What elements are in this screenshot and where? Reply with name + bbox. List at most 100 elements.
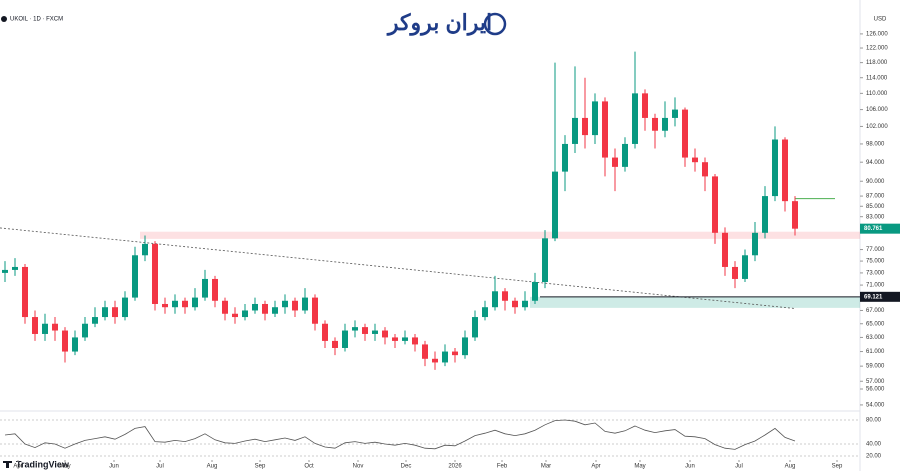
candle-body <box>432 358 438 363</box>
candle-body <box>702 162 708 177</box>
x-tick-label: Sep <box>832 464 843 470</box>
currency: USD <box>874 17 887 23</box>
y-tick-label: 57.000 <box>866 379 885 385</box>
x-tick-label: Nov <box>353 464 364 470</box>
candle-body <box>552 171 558 239</box>
candle-body <box>732 266 738 279</box>
candle-body <box>242 310 248 318</box>
x-tick-label: Feb <box>497 464 508 470</box>
candle-body <box>502 291 508 301</box>
y-tick-label: 59.000 <box>866 364 885 370</box>
candle-body <box>112 307 118 318</box>
candle-body <box>162 303 168 308</box>
y-tick-label: 73.000 <box>866 270 885 276</box>
candle-body <box>642 93 648 118</box>
y-tick-label: 71.000 <box>866 283 885 289</box>
candle-body <box>302 297 308 311</box>
candle-body <box>402 337 408 341</box>
rsi-tick-label: 80.00 <box>866 418 882 424</box>
candle-body <box>92 317 98 324</box>
candle-body <box>462 337 468 356</box>
candle-body <box>582 117 588 136</box>
y-tick-label: 114.000 <box>866 75 888 81</box>
y-tick-label: 90.000 <box>866 179 885 185</box>
candle-body <box>792 201 798 229</box>
rsi-tick-label: 40.00 <box>866 442 882 448</box>
y-tick-label: 87.000 <box>866 194 885 200</box>
candle-body <box>492 291 498 308</box>
candle-body <box>722 232 728 267</box>
candle-body <box>32 317 38 334</box>
candle-body <box>202 278 208 298</box>
candle-body <box>592 101 598 136</box>
symbol: UKOIL · 1D · FXCM <box>10 17 63 23</box>
x-tick-label: Mar <box>541 464 551 470</box>
candle-body <box>452 351 458 356</box>
y-tick-label: 102.000 <box>866 124 888 130</box>
y-tick-label: 83.000 <box>866 214 885 220</box>
price-label-box <box>860 291 900 302</box>
candle-body <box>662 117 668 131</box>
candle-body <box>762 196 768 233</box>
candle-body <box>652 117 658 131</box>
zone <box>530 296 860 308</box>
y-tick-label: 98.000 <box>866 142 885 148</box>
symbol-icon <box>1 16 7 22</box>
candle-body <box>82 323 88 338</box>
candle-body <box>572 117 578 144</box>
candle-body <box>782 139 788 202</box>
candle-body <box>52 323 58 331</box>
candle-body <box>12 266 18 270</box>
x-tick-label: Sep <box>255 464 266 470</box>
platform: TradingView <box>16 459 70 469</box>
candle-body <box>152 243 158 304</box>
candle-body <box>232 313 238 318</box>
candle-body <box>342 330 348 348</box>
candle-body <box>42 323 48 334</box>
price-label: 69.121 <box>864 294 883 300</box>
candle-body <box>752 232 758 256</box>
y-tick-label: 77.000 <box>866 247 885 253</box>
candle-body <box>542 238 548 283</box>
candle-body <box>322 323 328 341</box>
y-tick-label: 67.000 <box>866 308 885 314</box>
rsi-line <box>4 419 796 450</box>
candle-body <box>472 317 478 338</box>
y-tick-label: 75.000 <box>866 259 885 265</box>
y-tick-label: 106.000 <box>866 107 888 113</box>
x-tick-label: 2026 <box>448 464 462 470</box>
x-tick-label: May <box>634 464 645 470</box>
candle-body <box>142 243 148 256</box>
candle-body <box>122 297 128 318</box>
candle-body <box>62 330 68 352</box>
candle-body <box>72 337 78 352</box>
candle-body <box>712 176 718 233</box>
y-tick-label: 56.000 <box>866 387 885 393</box>
candle-body <box>192 297 198 308</box>
x-tick-label: Aug <box>785 464 796 470</box>
candle-body <box>612 157 618 167</box>
candle-body <box>182 300 188 308</box>
rsi-tick-label: 20.00 <box>866 454 882 460</box>
candle-body <box>352 327 358 331</box>
candle-body <box>132 255 138 298</box>
y-tick-label: 118.000 <box>866 60 888 66</box>
x-tick-label: Jul <box>735 464 743 470</box>
x-tick-label: Jun <box>685 464 695 470</box>
candle-body <box>422 344 428 359</box>
candle-body <box>172 300 178 308</box>
y-tick-label: 122.000 <box>866 46 888 52</box>
candle-body <box>522 300 528 308</box>
x-tick-label: Dec <box>401 464 412 470</box>
y-tick-label: 110.000 <box>866 91 888 97</box>
candle-body <box>252 303 258 311</box>
y-tick-label: 94.000 <box>866 160 885 166</box>
y-tick-label: 85.000 <box>866 204 885 210</box>
candle-body <box>412 337 418 345</box>
candle-body <box>362 327 368 334</box>
x-tick-label: Apr <box>13 464 22 470</box>
y-tick-label: 54.000 <box>866 403 885 409</box>
candle-body <box>562 143 568 172</box>
